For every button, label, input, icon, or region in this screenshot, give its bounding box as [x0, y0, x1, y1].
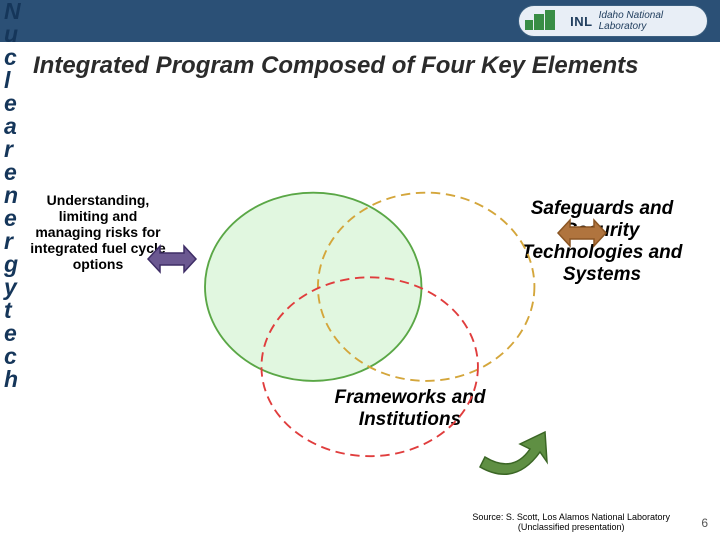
footer: Source: S. Scott, Los Alamos National La… — [472, 512, 670, 532]
page-number: 6 — [701, 516, 708, 530]
top-bar: INL Idaho National Laboratory — [0, 0, 720, 42]
page-title: Integrated Program Composed of Four Key … — [33, 52, 683, 80]
footer-source: Source: S. Scott, Los Alamos National La… — [472, 512, 670, 522]
brand-text: INL — [570, 14, 592, 29]
arrow-right-icon — [554, 210, 610, 256]
side-text: Nuclearenergytech — [4, 0, 28, 391]
footer-note: (Unclassified presentation) — [472, 522, 670, 532]
inl-logo — [525, 10, 564, 32]
brand-sub: Idaho National Laboratory — [599, 10, 701, 32]
arrow-left-icon — [144, 236, 200, 282]
arrow-bottom-icon — [465, 412, 555, 482]
brand-badge: INL Idaho National Laboratory — [518, 5, 708, 37]
